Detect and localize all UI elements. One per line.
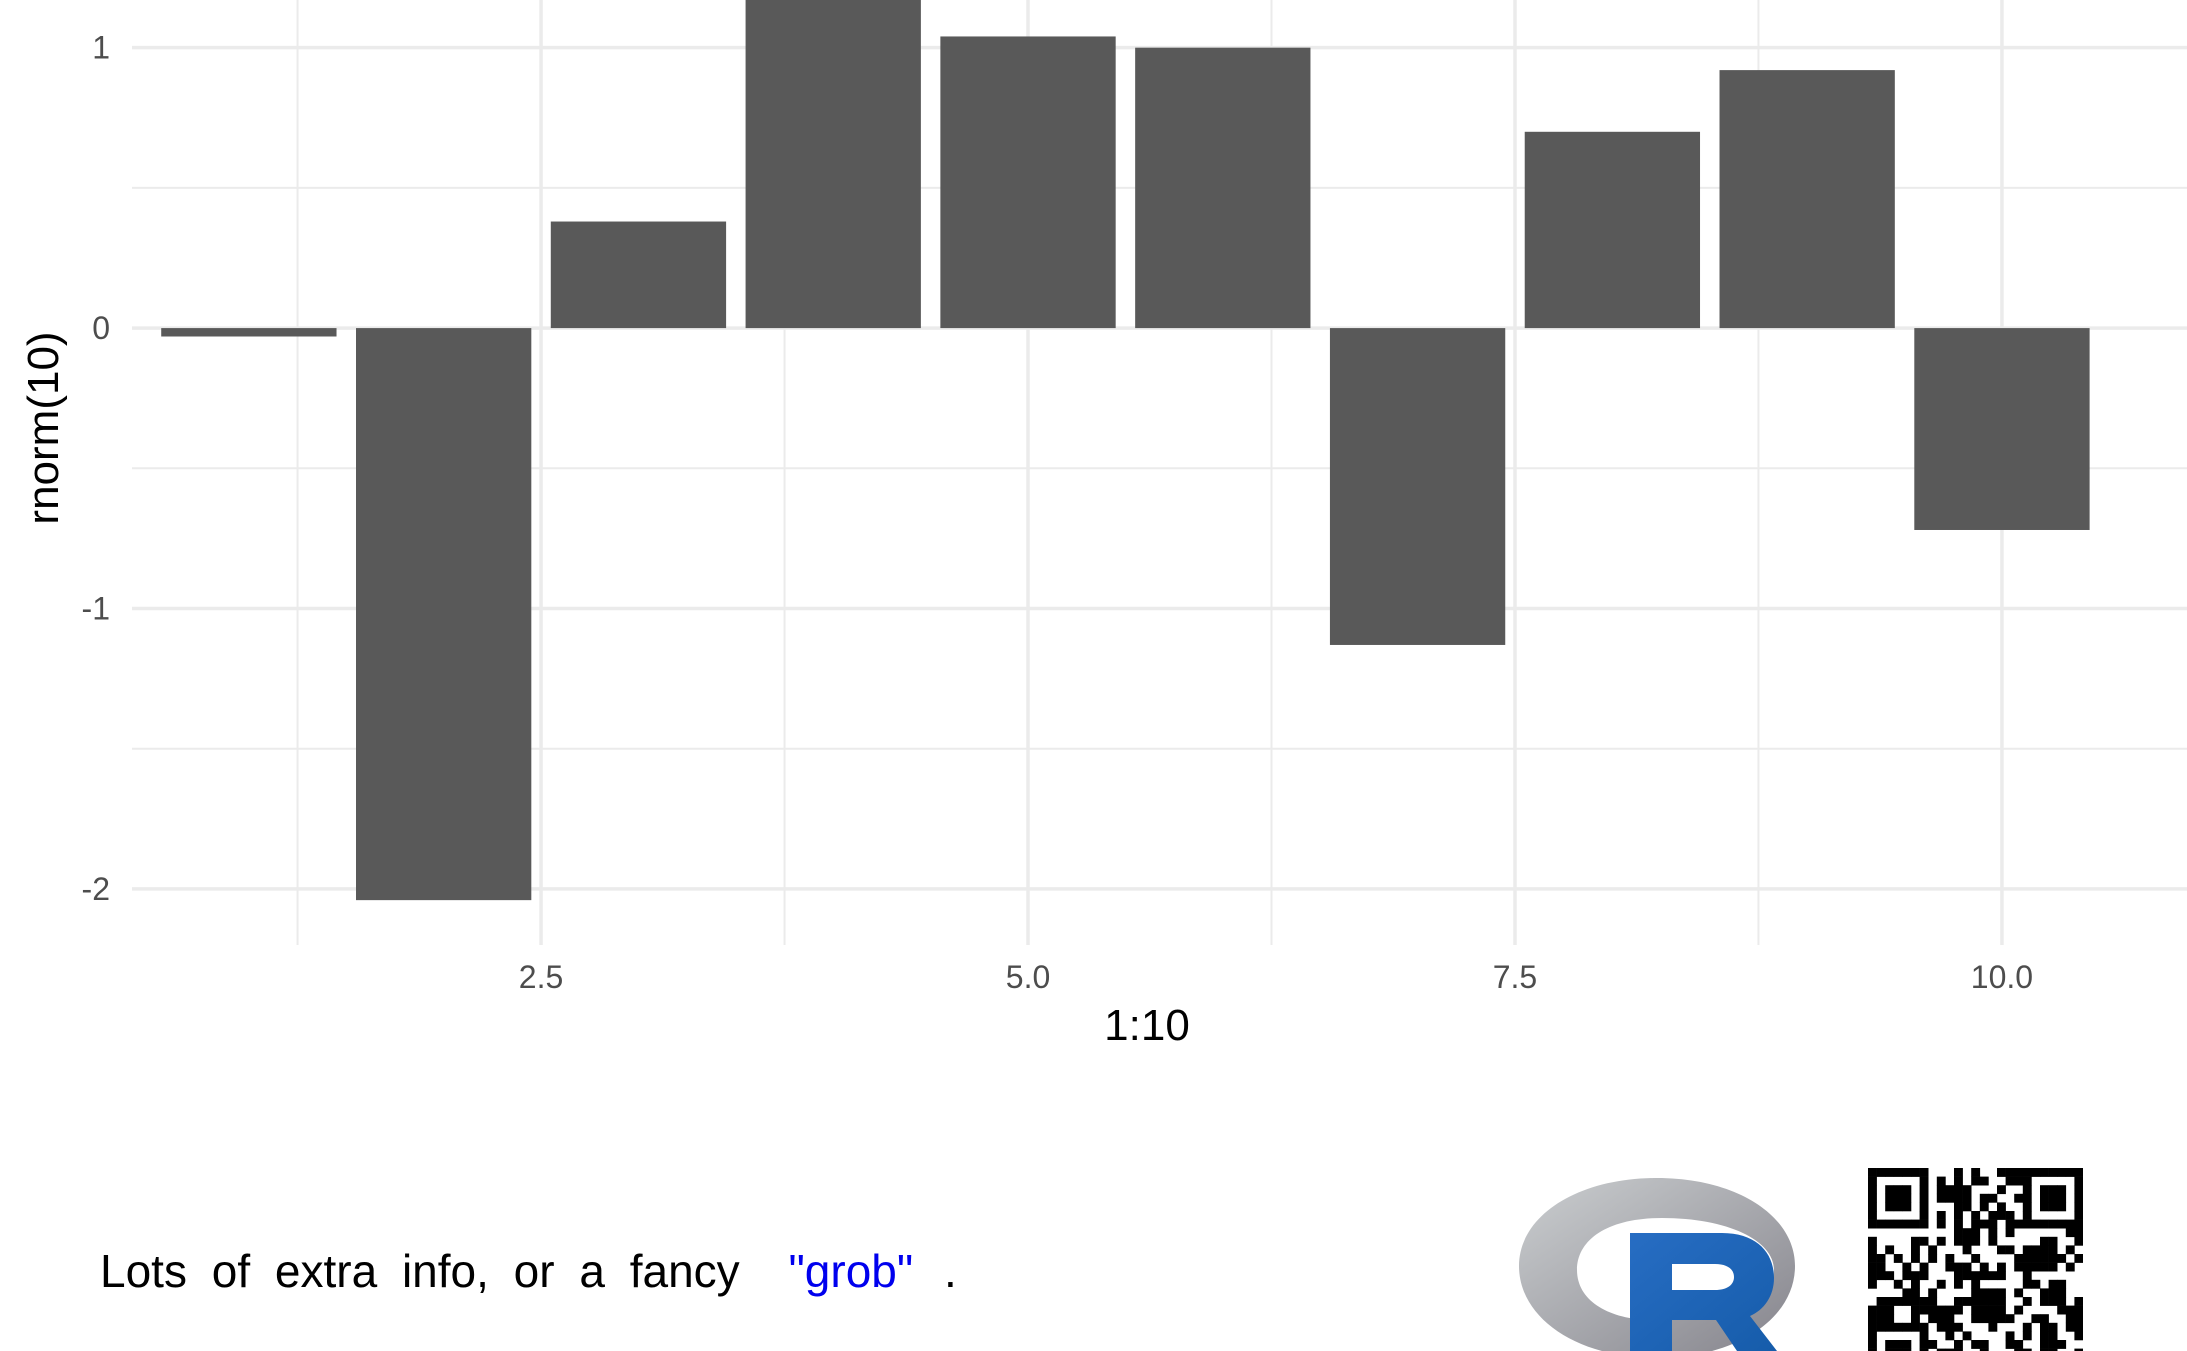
r-logo-icon xyxy=(1519,1178,1795,1351)
caption-word: Lots xyxy=(100,1245,187,1297)
bars xyxy=(161,0,2090,901)
caption-word: of xyxy=(211,1245,251,1297)
bar xyxy=(356,328,532,901)
bar xyxy=(1329,328,1506,645)
y-tick-label: 0 xyxy=(92,310,110,346)
x-tick-label: 2.5 xyxy=(519,959,563,995)
x-axis-tick-labels: 2.5 5.0 7.5 10.0 xyxy=(519,959,2033,995)
caption-word: info, xyxy=(401,1245,489,1297)
qr-code-icon xyxy=(1868,1168,2083,1351)
bar xyxy=(1914,328,2090,530)
x-tick-label: 5.0 xyxy=(1006,959,1050,995)
bar xyxy=(745,0,921,329)
caption-highlight-grob: "grob" xyxy=(788,1245,914,1297)
caption-period: . xyxy=(943,1245,957,1297)
bar xyxy=(1719,70,1895,329)
caption-word: a xyxy=(579,1245,605,1297)
y-tick-label: -1 xyxy=(82,591,110,627)
x-tick-label: 10.0 xyxy=(1971,959,2033,995)
caption: Lots of extra info, or a fancy "grob" . xyxy=(100,1244,969,1298)
bar-chart: -2 -1 0 1 2.5 5.0 7.5 10.0 1:10 rnorm(10) xyxy=(19,0,2187,1050)
bar xyxy=(1524,131,1701,329)
bar xyxy=(1135,47,1311,329)
x-axis-title: 1:10 xyxy=(1104,1001,1190,1050)
y-tick-label: 1 xyxy=(92,30,110,66)
caption-word: extra xyxy=(274,1245,378,1297)
x-tick-label: 7.5 xyxy=(1493,959,1537,995)
bar xyxy=(550,221,727,329)
bar xyxy=(940,36,1116,329)
y-axis-tick-labels: -2 -1 0 1 xyxy=(82,30,110,907)
bar xyxy=(161,328,337,337)
caption-word: or xyxy=(513,1245,555,1297)
caption-word: fancy xyxy=(629,1245,740,1297)
y-tick-label: -2 xyxy=(82,871,110,907)
y-axis-title: rnorm(10) xyxy=(19,331,68,524)
